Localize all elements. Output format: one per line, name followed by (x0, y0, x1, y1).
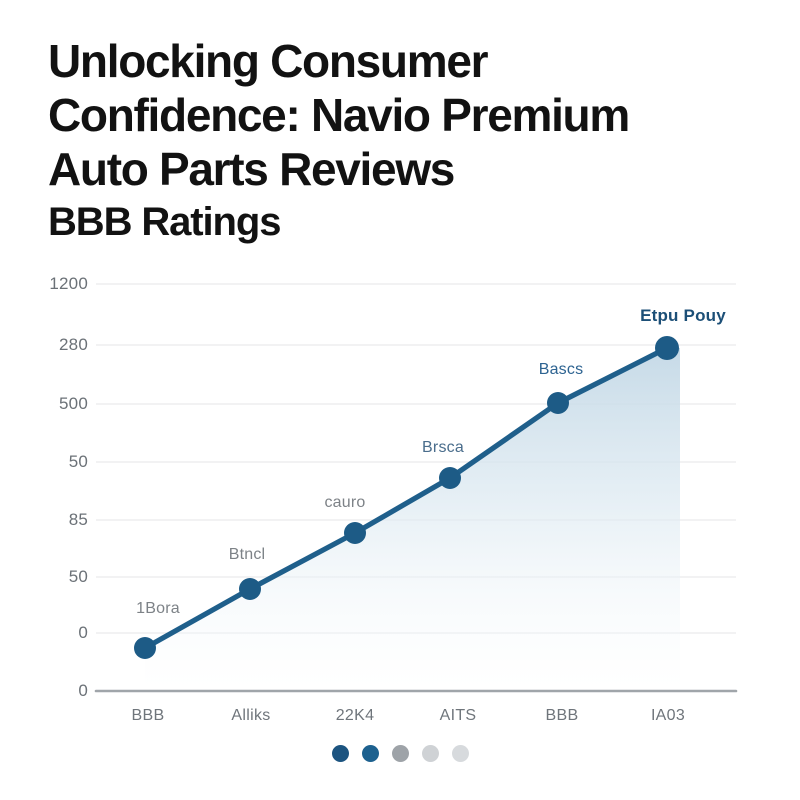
data-point-marker[interactable] (547, 392, 569, 414)
y-tick-label: 1200 (49, 274, 88, 293)
x-tick-label: Alliks (231, 707, 271, 724)
pagination-dot-4[interactable] (421, 745, 439, 762)
x-tick-label: 22K4 (335, 707, 375, 724)
data-point-marker[interactable] (655, 336, 679, 360)
data-point-label: Bascs (538, 361, 584, 378)
x-tick-label: IA03 (650, 707, 686, 724)
page-title: Unlocking Consumer Confidence: Navio Pre… (48, 34, 758, 248)
y-tick-label: 85 (68, 510, 88, 529)
pagination-dots[interactable] (0, 745, 800, 762)
pagination-dot-5[interactable] (451, 745, 469, 762)
data-point-label: cauro (324, 494, 366, 511)
y-tick-label: 280 (59, 335, 88, 354)
y-tick-label: 50 (68, 452, 88, 471)
series-line (142, 345, 670, 651)
data-point-label: Brsca (422, 439, 464, 456)
y-tick-label: 500 (59, 394, 88, 413)
data-point-label: 1Bora (136, 600, 180, 617)
x-tick-label: BBB (131, 707, 165, 724)
gridlines (96, 283, 736, 634)
y-tick-label: 0 (78, 681, 88, 700)
area-fill (145, 348, 680, 691)
pagination-dot-3[interactable] (391, 745, 409, 762)
y-tick-label: 50 (68, 567, 88, 586)
data-point-marker[interactable] (439, 467, 461, 489)
data-point-label: Btncl (228, 546, 266, 563)
data-point-marker[interactable] (134, 637, 156, 659)
data-point-label-highlight: Etpu Pouy (640, 306, 726, 325)
pagination-dot-2[interactable] (361, 745, 379, 762)
title-line-2: Confidence: Navio Premium (48, 89, 630, 141)
title-line-3: Auto Parts Reviews (48, 143, 455, 195)
pagination-dot-1[interactable] (331, 745, 349, 762)
title-line-1: Unlocking Consumer (48, 35, 489, 87)
data-point-marker[interactable] (239, 578, 261, 600)
title-line-4: BBB Ratings (48, 200, 281, 244)
x-tick-label: AITS (439, 707, 477, 724)
data-point-marker[interactable] (344, 522, 366, 544)
x-tick-label: BBB (545, 707, 579, 724)
y-tick-label: 0 (78, 623, 88, 642)
series-markers[interactable] (134, 336, 679, 659)
